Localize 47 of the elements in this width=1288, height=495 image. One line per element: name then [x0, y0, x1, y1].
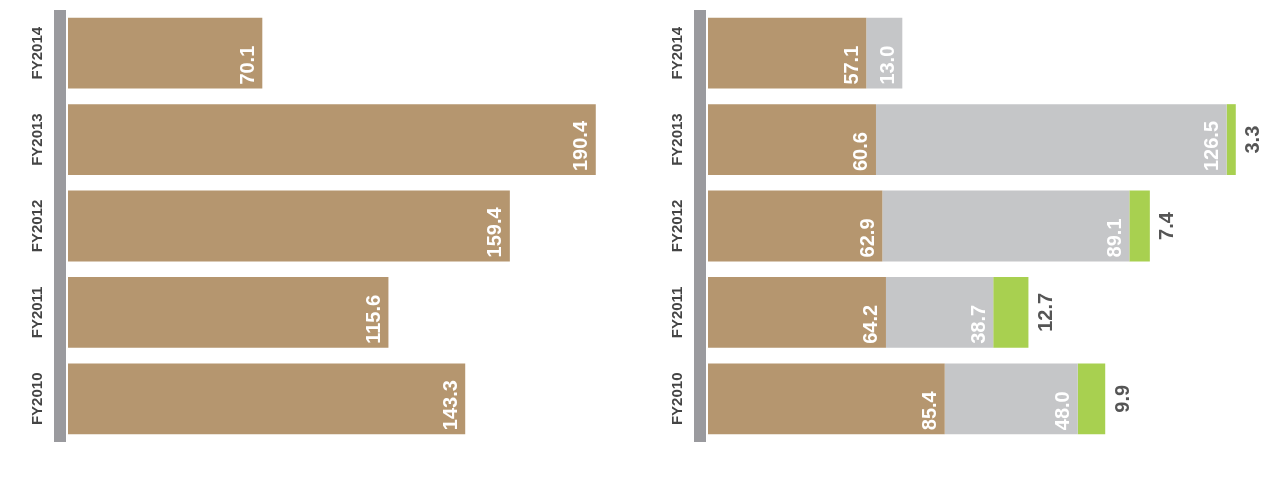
data-label: 48.0 [1051, 391, 1074, 431]
bar [68, 276, 389, 348]
bar [68, 363, 466, 435]
data-label: 115.6 [361, 294, 384, 344]
data-label: 62.9 [855, 218, 878, 258]
data-label: 64.2 [859, 304, 882, 344]
bar [1226, 104, 1236, 176]
bar [885, 276, 994, 348]
bar [708, 276, 886, 348]
bar [708, 17, 867, 89]
bar [708, 363, 945, 435]
bar [882, 190, 1130, 262]
y-tick-label: FY2013 [28, 113, 46, 166]
data-label: 85.4 [918, 390, 941, 431]
bar [993, 276, 1029, 348]
data-label: 143.3 [438, 380, 461, 431]
bar [68, 104, 596, 176]
data-label: 190.4 [569, 120, 592, 172]
bar [708, 190, 883, 262]
data-label: 13.0 [875, 45, 898, 85]
y-tick-label: FY2012 [668, 199, 686, 253]
y-tick-label: FY2011 [668, 286, 686, 339]
bar [68, 17, 263, 89]
bar [708, 104, 876, 176]
y-tick-label: FY2014 [668, 26, 686, 80]
data-label: 89.1 [1102, 218, 1125, 258]
data-label: 126.5 [1200, 120, 1223, 172]
data-label: 57.1 [839, 45, 862, 85]
bar [68, 190, 510, 262]
y-tick-label: FY2013 [668, 113, 686, 166]
data-label: 60.6 [849, 132, 872, 172]
data-label: 12.7 [1033, 292, 1056, 332]
bar [1129, 190, 1150, 262]
data-label: 3.3 [1241, 125, 1264, 154]
data-label: 159.4 [483, 206, 506, 258]
y-tick-label: FY2012 [28, 199, 46, 253]
y-tick-label: FY2014 [28, 26, 46, 80]
data-label: 7.4 [1155, 211, 1178, 240]
bar [1077, 363, 1106, 435]
bar [875, 104, 1227, 176]
data-label: 70.1 [235, 45, 258, 85]
y-tick-label: FY2010 [28, 372, 46, 426]
data-label: 9.9 [1110, 384, 1133, 413]
bar [944, 363, 1078, 435]
data-label: 38.7 [966, 304, 989, 344]
y-tick-label: FY2010 [668, 372, 686, 426]
y-tick-label: FY2011 [28, 286, 46, 339]
